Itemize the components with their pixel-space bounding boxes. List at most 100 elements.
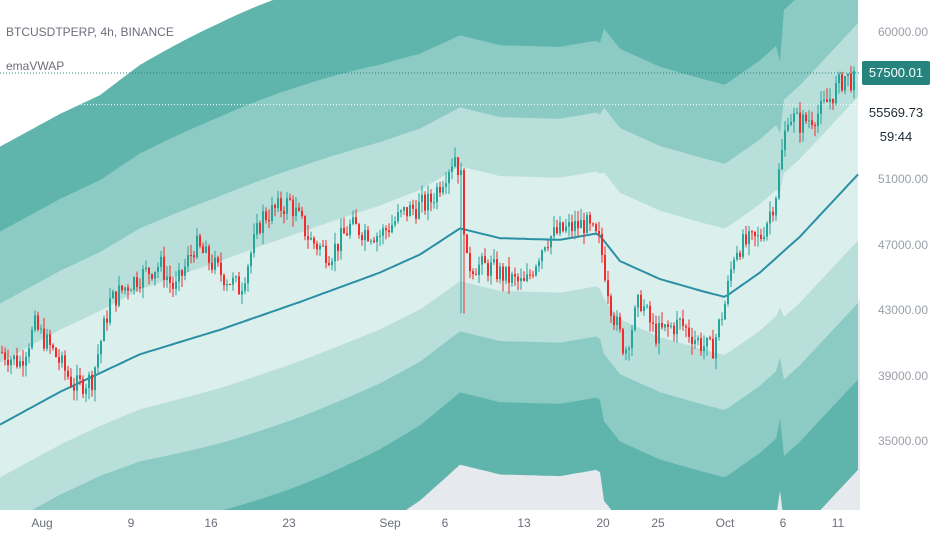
- candle: [544, 246, 546, 253]
- candle: [112, 289, 114, 299]
- candle-body: [469, 253, 471, 272]
- candle-body: [202, 246, 204, 253]
- candle-body: [769, 211, 771, 224]
- candle-body: [283, 210, 285, 214]
- candle: [427, 185, 429, 221]
- candle: [175, 271, 177, 296]
- candle-body: [349, 223, 351, 236]
- candle: [634, 305, 636, 332]
- candle: [589, 211, 591, 232]
- candle-body: [217, 257, 219, 263]
- candle: [445, 172, 447, 195]
- candle: [718, 318, 720, 341]
- candle-body: [694, 340, 696, 345]
- candle-body: [127, 287, 129, 291]
- band-core: [0, 96, 858, 478]
- symbol-legend[interactable]: BTCUSDTPERP, 4h, BINANCE: [6, 25, 174, 39]
- candle-body: [205, 246, 207, 253]
- candle-body: [376, 236, 378, 243]
- candle-body: [196, 235, 198, 258]
- candle: [646, 303, 648, 309]
- time-axis[interactable]: Aug 9 16 23 Sep 6 13 20 25 Oct 6 11: [0, 510, 860, 550]
- candle-body: [775, 198, 777, 216]
- candle: [439, 181, 441, 197]
- candle: [232, 272, 234, 291]
- candle-body: [520, 278, 522, 282]
- candle: [688, 319, 690, 343]
- candle-body: [706, 337, 708, 347]
- candle-body: [82, 378, 84, 394]
- candle-body: [139, 287, 141, 289]
- candle-body: [586, 215, 588, 233]
- candle: [766, 221, 768, 241]
- candle: [712, 329, 714, 359]
- candle-body: [532, 274, 534, 276]
- candle: [289, 193, 291, 201]
- candle: [625, 346, 627, 361]
- candle-body: [70, 376, 72, 387]
- candle-body: [421, 194, 423, 202]
- candle: [253, 223, 255, 258]
- candle-body: [286, 198, 288, 214]
- candle-body: [22, 361, 24, 366]
- candle-body: [169, 276, 171, 283]
- candle-body: [502, 266, 504, 281]
- candle: [748, 225, 750, 256]
- candle-body: [292, 199, 294, 217]
- candle-body: [28, 348, 30, 357]
- candle-body: [475, 274, 477, 275]
- candle: [610, 293, 612, 323]
- candle: [70, 368, 72, 388]
- candle: [322, 240, 324, 247]
- candle: [184, 258, 186, 281]
- candle-body: [424, 194, 426, 211]
- candle-body: [19, 361, 21, 367]
- chart-plot-area[interactable]: [0, 0, 860, 523]
- price-axis[interactable]: 60000.0055000.0051000.0047000.0043000.00…: [860, 0, 932, 550]
- candle: [529, 269, 531, 280]
- candle-body: [601, 233, 603, 255]
- candle-body: [40, 328, 42, 330]
- candle-body: [796, 112, 798, 114]
- candle-body: [73, 386, 75, 391]
- candle-body: [742, 234, 744, 257]
- price-chart[interactable]: [0, 0, 860, 523]
- candle-body: [157, 266, 159, 272]
- candle-body: [136, 277, 138, 288]
- candle-body: [13, 355, 15, 360]
- candle: [202, 242, 204, 254]
- candle-body: [298, 207, 300, 211]
- candle: [301, 206, 303, 219]
- candle-body: [850, 73, 852, 91]
- candle-body: [313, 237, 315, 244]
- candle-body: [16, 355, 18, 367]
- candle-body: [526, 274, 528, 281]
- candle-body: [190, 255, 192, 256]
- candle: [22, 350, 24, 377]
- candle: [760, 228, 762, 242]
- price-tick-label: 51000.00: [877, 172, 928, 187]
- candle-body: [259, 223, 261, 233]
- candle: [73, 377, 75, 401]
- time-tick-label: 6: [779, 516, 787, 530]
- candle: [784, 121, 786, 157]
- candle-body: [658, 323, 660, 344]
- indicator-legend[interactable]: emaVWAP: [6, 59, 65, 73]
- candle-body: [61, 355, 63, 363]
- candle-body: [244, 283, 246, 291]
- candle-body: [664, 324, 666, 328]
- candle-body: [235, 276, 237, 278]
- candle: [88, 371, 90, 400]
- candle: [733, 256, 735, 274]
- candle-body: [448, 171, 450, 184]
- candle-body: [547, 247, 549, 249]
- candle: [172, 277, 174, 297]
- candle-body: [7, 359, 9, 366]
- candle: [802, 110, 804, 142]
- price-tick-label: 39000.00: [877, 368, 928, 383]
- candle-body: [640, 294, 642, 311]
- candle: [286, 192, 288, 220]
- candle-body: [778, 169, 780, 199]
- candle: [370, 238, 372, 245]
- candle: [169, 265, 171, 293]
